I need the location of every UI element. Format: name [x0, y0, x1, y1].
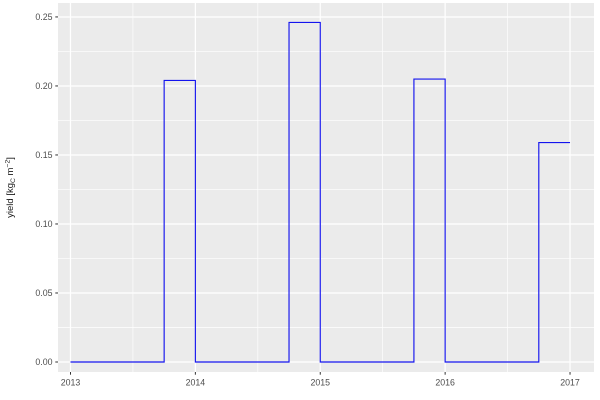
y-axis-title-part: −2 [4, 160, 11, 168]
y-axis-title-part: ] [5, 157, 16, 160]
y-axis-title-part: yield [kg [5, 183, 16, 218]
y-axis-title: yield [kgC m−2] [4, 157, 17, 218]
x-tick-label: 2017 [560, 378, 580, 388]
panel-background [58, 3, 594, 372]
y-tick-label: 0.05 [35, 288, 52, 298]
x-tick-label: 2016 [435, 378, 455, 388]
yield-step-line [70, 21, 571, 363]
x-tick-label: 2013 [61, 378, 81, 388]
y-axis-title-part: m [5, 167, 16, 178]
y-tick-label: 0.25 [35, 12, 52, 22]
y-axis-title-part: C [10, 178, 17, 183]
y-tick-label: 0.15 [35, 150, 52, 160]
x-tick-label: 2015 [310, 378, 330, 388]
y-tick-label: 0.00 [35, 357, 52, 367]
y-tick-label: 0.10 [35, 219, 52, 229]
y-tick-label: 0.20 [35, 81, 52, 91]
x-tick-label: 2014 [186, 378, 206, 388]
